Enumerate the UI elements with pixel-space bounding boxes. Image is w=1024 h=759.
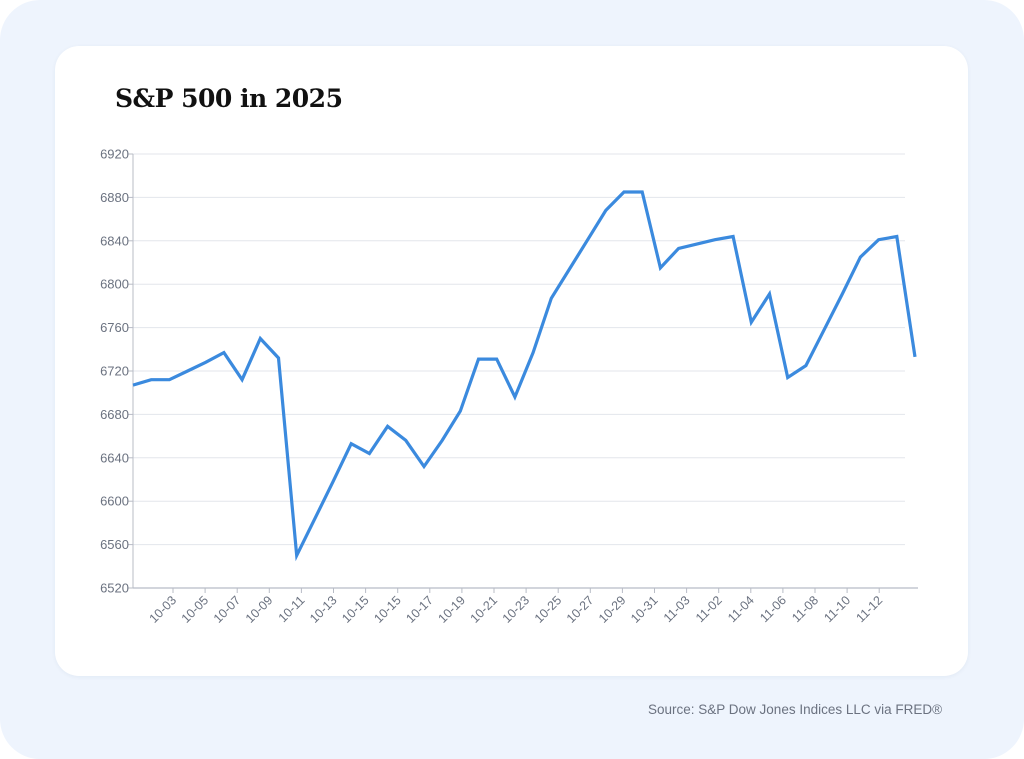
x-tick-label: 10-31 <box>628 593 661 626</box>
y-tick-label: 6560 <box>100 537 129 552</box>
y-tick-label: 6680 <box>100 407 129 422</box>
x-tick-label: 10-27 <box>564 593 597 626</box>
y-tick-label: 6520 <box>100 581 129 596</box>
x-tick-label: 11-12 <box>853 593 885 625</box>
x-tick-label: 10-07 <box>211 593 244 626</box>
y-tick-label: 6880 <box>100 190 129 205</box>
x-tick-label: 10-23 <box>500 593 533 626</box>
y-tick-label: 6920 <box>100 147 129 162</box>
x-tick-label: 11-02 <box>693 593 725 625</box>
x-tick-label: 10-15 <box>339 593 372 626</box>
x-tick-label: 10-09 <box>243 593 276 626</box>
series-line <box>132 190 917 562</box>
y-tick-label: 6600 <box>100 494 129 509</box>
y-tick-label: 6720 <box>100 364 129 379</box>
x-tick-label: 10-11 <box>276 593 308 625</box>
y-tick-label: 6640 <box>100 450 129 465</box>
x-tick-label: 10-05 <box>179 593 212 626</box>
x-tick-label: 11-08 <box>789 593 821 625</box>
x-tick-label: 10-13 <box>307 593 340 626</box>
x-tick-label: 10-15 <box>371 593 404 626</box>
x-tick-label: 11-06 <box>757 593 789 625</box>
x-tick-label: 10-03 <box>147 593 180 626</box>
x-tick-label: 11-03 <box>661 593 693 625</box>
x-tick-label: 10-19 <box>436 593 469 626</box>
x-tick-label: 10-29 <box>596 593 629 626</box>
x-tick-label: 10-25 <box>532 593 565 626</box>
chart-title: S&P 500 in 2025 <box>115 84 343 113</box>
x-tick-label: 10-21 <box>468 593 501 626</box>
x-tick-label: 11-04 <box>725 593 757 625</box>
y-tick-label: 6760 <box>100 320 129 335</box>
source-note: Source: S&P Dow Jones Indices LLC via FR… <box>648 702 943 717</box>
y-tick-label: 6840 <box>100 233 129 248</box>
x-tick-label: 10-17 <box>403 593 436 626</box>
y-tick-label: 6800 <box>100 277 129 292</box>
x-tick-label: 11-10 <box>821 593 853 625</box>
